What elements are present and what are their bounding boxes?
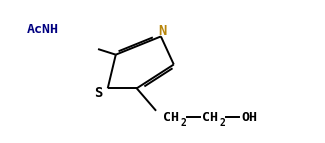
Text: 2: 2 bbox=[180, 118, 186, 128]
Text: 2: 2 bbox=[219, 118, 226, 128]
Text: S: S bbox=[94, 86, 102, 100]
Text: OH: OH bbox=[241, 111, 257, 124]
Text: N: N bbox=[158, 24, 167, 38]
Text: CH: CH bbox=[202, 111, 218, 124]
Text: CH: CH bbox=[162, 111, 178, 124]
Text: AcNH: AcNH bbox=[27, 23, 59, 36]
